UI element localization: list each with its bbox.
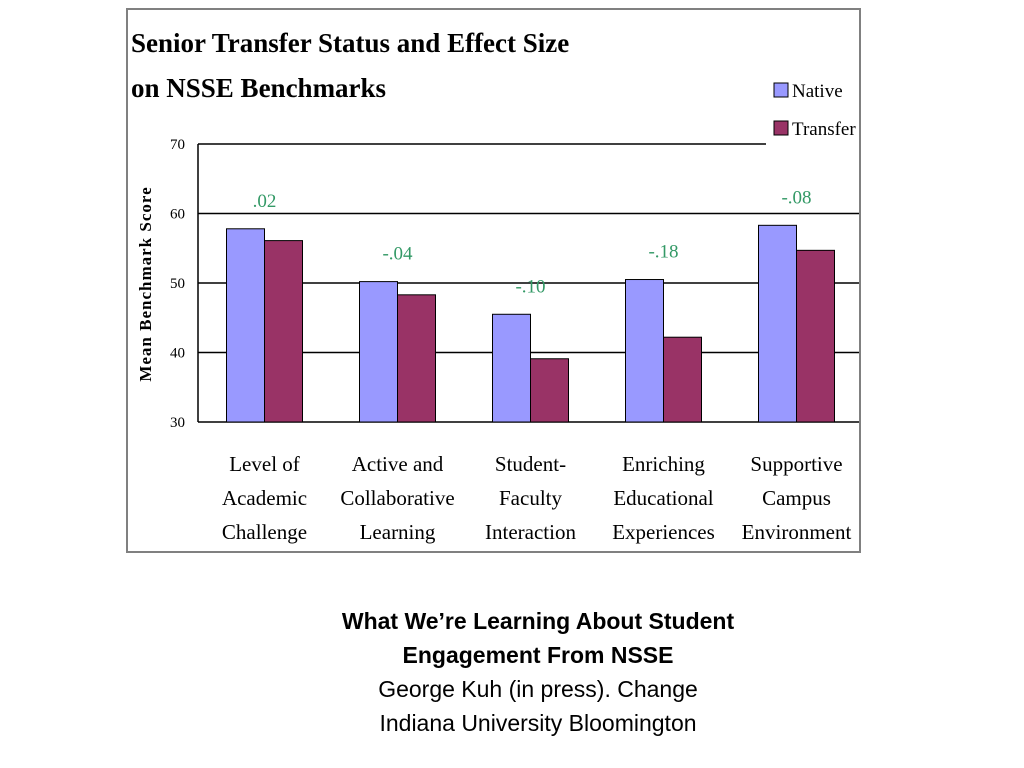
y-tick-label: 50 <box>170 276 185 292</box>
legend-label-native: Native <box>792 81 843 102</box>
category-label: Student- Faculty Interaction <box>485 452 576 544</box>
category-label-line: Faculty <box>499 486 562 510</box>
legend-swatch-native <box>773 82 789 98</box>
chart-frame: Senior Transfer Status and Effect Size o… <box>126 8 861 553</box>
category-label-line: Educational <box>613 486 713 510</box>
y-tick-label: 30 <box>170 415 185 431</box>
legend-swatch-transfer <box>773 120 789 136</box>
y-tick-label: 70 <box>170 137 185 153</box>
category-label-line: Collaborative <box>340 486 454 510</box>
bars <box>226 224 835 423</box>
legend: Native Transfer <box>773 81 856 140</box>
caption-institution: Indiana University Bloomington <box>379 710 697 736</box>
effect-size-label: -.08 <box>781 187 811 208</box>
bar-native <box>226 228 265 423</box>
bar-native <box>758 224 797 423</box>
bar-native <box>492 313 531 423</box>
bar-transfer <box>796 249 835 423</box>
chart-title-line-2: on NSSE Benchmarks <box>131 73 386 103</box>
category-label-line: Supportive <box>750 452 842 476</box>
caption-author: George Kuh (in press). Change <box>378 676 698 702</box>
category-label-line: Enriching <box>622 452 705 476</box>
category-label-line: Environment <box>742 520 852 544</box>
category-label-line: Level of <box>229 452 300 476</box>
category-label: Level of Academic Challenge <box>222 452 307 544</box>
effect-size-label: .02 <box>253 191 277 212</box>
effect-size-labels: .02 -.04 -.10 -.18 -.08 <box>253 187 812 297</box>
category-labels: Level of Academic Challenge Active and Colla… <box>222 452 852 544</box>
category-label-line: Challenge <box>222 520 307 544</box>
category-label-line: Academic <box>222 486 307 510</box>
bar-transfer <box>530 358 569 423</box>
category-label: Active and Collaborative Learning <box>340 452 454 544</box>
category-label-line: Learning <box>360 520 436 544</box>
category-label-line: Active and <box>352 452 444 476</box>
bar-transfer <box>397 294 436 423</box>
category-label-line: Campus <box>762 486 831 510</box>
effect-size-label: -.18 <box>648 242 678 263</box>
category-label-line: Student- <box>495 452 566 476</box>
effect-size-label: -.10 <box>515 276 545 297</box>
category-label: Enriching Educational Experiences <box>612 452 715 544</box>
bar-transfer <box>663 336 702 423</box>
chart-title-line-1: Senior Transfer Status and Effect Size <box>131 28 569 58</box>
y-axis-label: Mean Benchmark Score <box>136 186 155 381</box>
effect-size-label: -.04 <box>382 244 413 265</box>
caption-title-line-1: What We’re Learning About Student <box>341 608 735 634</box>
y-tick-label: 40 <box>170 346 185 362</box>
bar-transfer <box>264 240 303 423</box>
y-axis-ticks: 30 40 50 60 70 <box>170 137 185 431</box>
category-label: Supportive Campus Environment <box>742 452 852 544</box>
y-tick-label: 60 <box>170 207 185 223</box>
caption: What We’re Learning About Student Engage… <box>238 604 838 740</box>
caption-title-line-2: Engagement From NSSE <box>402 642 674 668</box>
bar-native <box>625 279 664 423</box>
category-label-line: Experiences <box>612 520 715 544</box>
bar-chart: Senior Transfer Status and Effect Size o… <box>131 28 859 544</box>
legend-label-transfer: Transfer <box>792 119 856 140</box>
gridlines <box>197 143 859 423</box>
category-label-line: Interaction <box>485 520 576 544</box>
bar-native <box>359 281 398 423</box>
